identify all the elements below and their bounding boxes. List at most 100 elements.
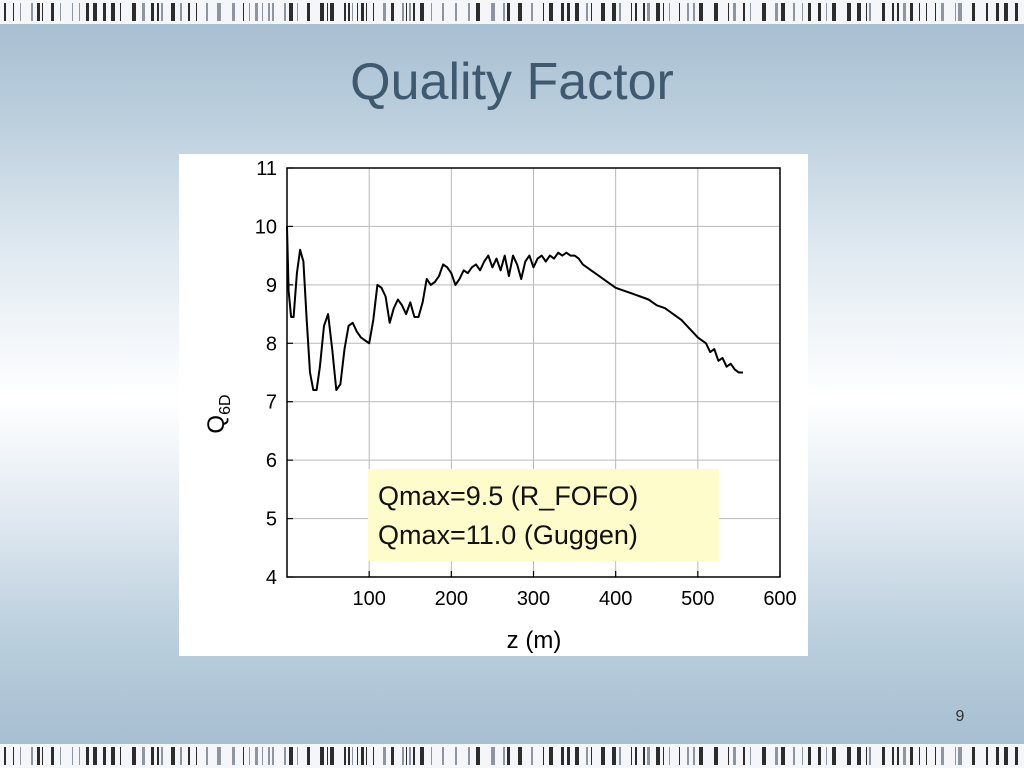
top-stripe — [4, 3, 6, 21]
bottom-stripe — [142, 747, 145, 765]
top-stripe — [663, 3, 664, 21]
bottom-stripe — [910, 747, 913, 765]
bottom-stripe — [781, 747, 785, 765]
top-stripe — [857, 3, 861, 21]
slide-number: 9 — [955, 708, 965, 725]
bottom-stripe — [575, 747, 579, 765]
bottom-stripe — [406, 747, 407, 765]
bottom-stripe — [531, 747, 533, 765]
bottom-stripe — [42, 747, 43, 765]
bottom-stripe — [72, 747, 73, 765]
top-stripe — [601, 3, 605, 21]
top-stripe — [455, 3, 457, 21]
top-stripe — [503, 3, 505, 21]
top-stripe — [892, 3, 894, 21]
y-tick-label-5: 5 — [266, 509, 277, 531]
bottom-stripe — [413, 747, 415, 765]
top-stripe — [20, 3, 21, 21]
bottom-stripe — [307, 747, 310, 765]
bottom-stripe — [669, 747, 670, 765]
top-stripe — [869, 3, 871, 21]
x-tick-label-600: 600 — [763, 588, 796, 610]
bottom-stripe — [402, 747, 404, 765]
bottom-stripe — [243, 747, 244, 765]
bottom-stripe — [120, 747, 121, 765]
y-axis-label-main: Q — [203, 415, 230, 434]
bottom-stripe — [373, 747, 374, 765]
bottom-stripe — [1015, 747, 1018, 765]
bottom-stripe — [188, 747, 190, 765]
top-stripe — [93, 3, 97, 21]
top-stripe — [431, 3, 432, 21]
top-stripe — [733, 3, 736, 21]
top-stripe — [903, 3, 906, 21]
top-stripe — [910, 3, 913, 21]
bottom-stripe — [13, 747, 14, 765]
bottom-stripe — [157, 747, 159, 765]
bottom-stripe — [249, 747, 250, 765]
bottom-stripe — [728, 747, 729, 765]
top-stripe — [1015, 3, 1018, 21]
y-tick-label-11: 11 — [256, 158, 277, 180]
bottom-stripe — [561, 747, 564, 765]
bottom-stripe — [79, 747, 80, 765]
bottom-stripe — [826, 747, 827, 765]
bottom-stripe — [869, 747, 871, 765]
bottom-stripe — [866, 747, 867, 765]
top-stripe — [656, 3, 660, 21]
bottom-stripe — [327, 747, 328, 765]
bottom-stripe — [518, 747, 522, 765]
bottom-stripe — [679, 747, 680, 765]
top-stripe — [996, 3, 999, 21]
top-stripe — [180, 3, 182, 21]
bottom-stripe — [431, 747, 432, 765]
bottom-stripe — [857, 747, 861, 765]
bottom-stripe — [808, 747, 811, 765]
top-stripe — [586, 3, 588, 21]
x-axis-ticks: 100 200 300 400 500 600 — [352, 571, 797, 610]
top-stripe — [631, 3, 632, 21]
top-stripe — [327, 3, 328, 21]
top-stripe — [808, 3, 811, 21]
top-stripe — [151, 3, 154, 21]
top-stripe — [832, 3, 836, 21]
top-stripe — [60, 3, 61, 21]
bottom-stripe — [262, 747, 263, 765]
top-stripe — [531, 3, 533, 21]
top-stripe-band — [0, 0, 1024, 24]
top-stripe — [549, 3, 553, 21]
bottom-stripe — [289, 747, 293, 765]
bottom-stripe — [631, 747, 632, 765]
bottom-stripe — [383, 747, 386, 765]
bottom-stripe — [232, 747, 235, 765]
bottom-stripe — [762, 747, 766, 765]
bottom-stripe — [903, 747, 906, 765]
top-stripe — [775, 3, 778, 21]
top-stripe — [352, 3, 353, 21]
bottom-stripe — [656, 747, 660, 765]
bottom-stripe — [51, 747, 54, 765]
top-stripe — [714, 3, 718, 21]
top-stripe — [986, 3, 988, 21]
top-stripe — [232, 3, 235, 21]
top-stripe — [647, 3, 650, 21]
bottom-stripe — [86, 747, 89, 765]
top-stripe — [750, 3, 751, 21]
slide-title: Quality Factor — [350, 53, 674, 111]
top-stripe — [818, 3, 821, 21]
bottom-stripe — [171, 747, 175, 765]
bottom-stripe — [687, 747, 689, 765]
y-axis-ticks: 4 5 6 7 8 9 10 11 — [255, 158, 293, 589]
top-stripe — [442, 3, 444, 21]
top-stripe — [826, 3, 827, 21]
top-stripe — [882, 3, 885, 21]
top-stripe — [196, 3, 197, 21]
top-stripe — [575, 3, 579, 21]
bottom-stripe — [93, 747, 97, 765]
top-stripe — [406, 3, 407, 21]
top-stripe — [255, 3, 258, 21]
y-axis-label-subscript: 6D — [217, 394, 234, 414]
top-stripe — [468, 3, 470, 21]
chart-panel: 4 5 6 7 8 9 10 11 100 200 300 400 500 600 Q6D z (m) — [179, 154, 808, 656]
bottom-stripe — [926, 747, 927, 765]
